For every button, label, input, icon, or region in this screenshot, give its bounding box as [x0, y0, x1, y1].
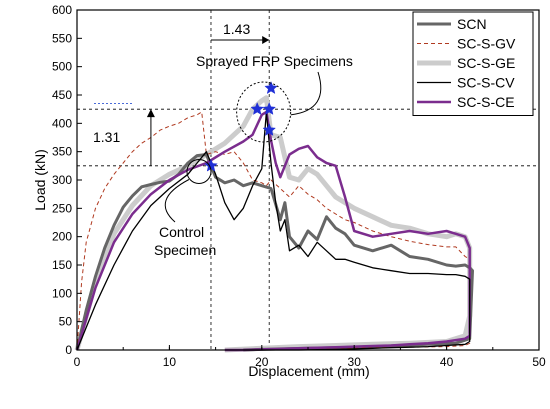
ratio-top-label: 1.43: [223, 21, 250, 37]
legend-label-sc-s-gv: SC-S-GV: [457, 36, 516, 52]
sprayed-circle: [236, 81, 292, 143]
sprayed-specimens-label: Sprayed FRP Specimens: [196, 53, 353, 69]
x-tick-label: 20: [255, 355, 269, 369]
annotations: 1.43 1.31 Sprayed FRP Specimens Control …: [93, 21, 353, 258]
legend-label-sc-s-ge: SC-S-GE: [457, 55, 515, 71]
x-tick-label: 0: [74, 355, 81, 369]
sprayed-leader: [290, 71, 322, 116]
series-line-scn: [75, 153, 474, 352]
x-tick-label: 40: [440, 355, 454, 369]
y-tick-label: 450: [52, 88, 72, 102]
legend-label-sc-s-cv: SC-S-CV: [457, 75, 515, 91]
y-axis-label: Load (kN): [32, 149, 48, 210]
y-tick-label: 150: [52, 258, 72, 272]
ratio-top-arrowhead: [262, 36, 270, 44]
x-axis-label: Displacement (mm): [248, 363, 369, 379]
y-tick-label: 0: [65, 343, 72, 357]
series-line-sc-s-ce: [75, 110, 471, 352]
x-tick-label: 30: [348, 355, 362, 369]
star-marker-2: [262, 102, 277, 115]
y-tick-label: 350: [52, 145, 72, 159]
legend-label-scn: SCN: [457, 16, 487, 32]
y-tick-label: 300: [52, 173, 72, 187]
control-label-line2: Specimen: [154, 242, 216, 258]
control-circle: [186, 159, 212, 184]
y-tick-label: 600: [52, 3, 72, 17]
y-tick-label: 100: [52, 286, 72, 300]
y-tick-label: 550: [52, 31, 72, 45]
x-tick-label: 50: [532, 355, 546, 369]
x-tick-label: 10: [163, 355, 177, 369]
series-line-sc-s-ge: [74, 95, 473, 353]
control-label-line1: Control: [159, 224, 204, 240]
y-tick-label: 400: [52, 116, 72, 130]
axes: 0 10 20 30 40 5005010015020025030035040045050…: [52, 3, 546, 369]
control-leader: [164, 179, 190, 223]
star-marker-3: [262, 122, 277, 136]
legend-label-sc-s-ce: SC-S-CE: [457, 94, 515, 110]
y-tick-label: 50: [59, 315, 73, 329]
ratio-left-label: 1.31: [93, 129, 120, 145]
star-marker-0: [264, 81, 278, 95]
star-marker-1: [250, 102, 265, 115]
legend: SCN SC-S-GV SC-S-GE SC-S-CV SC-S-CE: [412, 11, 534, 116]
series-layer: [74, 81, 474, 353]
series-line-sc-s-cv: [76, 111, 471, 351]
y-tick-label: 500: [52, 60, 72, 74]
y-tick-label: 250: [52, 201, 72, 215]
y-tick-label: 200: [52, 230, 72, 244]
ratio-left-arrowhead: [146, 109, 155, 118]
